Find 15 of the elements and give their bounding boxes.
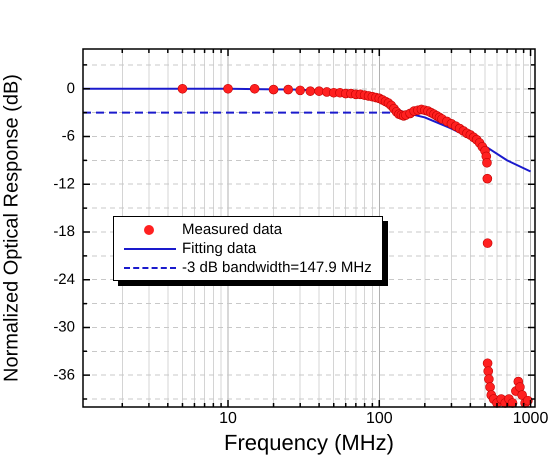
x-tick-label: 100 — [366, 410, 393, 428]
y-tick-label: -18 — [53, 223, 75, 240]
y-tick-label: 0 — [66, 80, 75, 97]
y-axis-title: Normalized Optical Response (dB) — [0, 74, 23, 382]
x-axis-title: Frequency (MHz) — [224, 430, 394, 455]
y-tick-label: -36 — [53, 366, 75, 384]
x-tick-label: 10 — [219, 410, 238, 428]
legend-label: Fitting data — [182, 239, 256, 258]
x-tick-label: 1000 — [512, 410, 548, 428]
y-tick-label: -30 — [53, 318, 75, 336]
legend-label: -3 dB bandwidth=147.9 MHz — [182, 258, 372, 277]
y-tick-label: -12 — [53, 175, 75, 192]
y-tick-label: -6 — [62, 128, 75, 145]
y-tick-label: -24 — [53, 270, 75, 288]
legend-label: Measured data — [182, 220, 282, 239]
